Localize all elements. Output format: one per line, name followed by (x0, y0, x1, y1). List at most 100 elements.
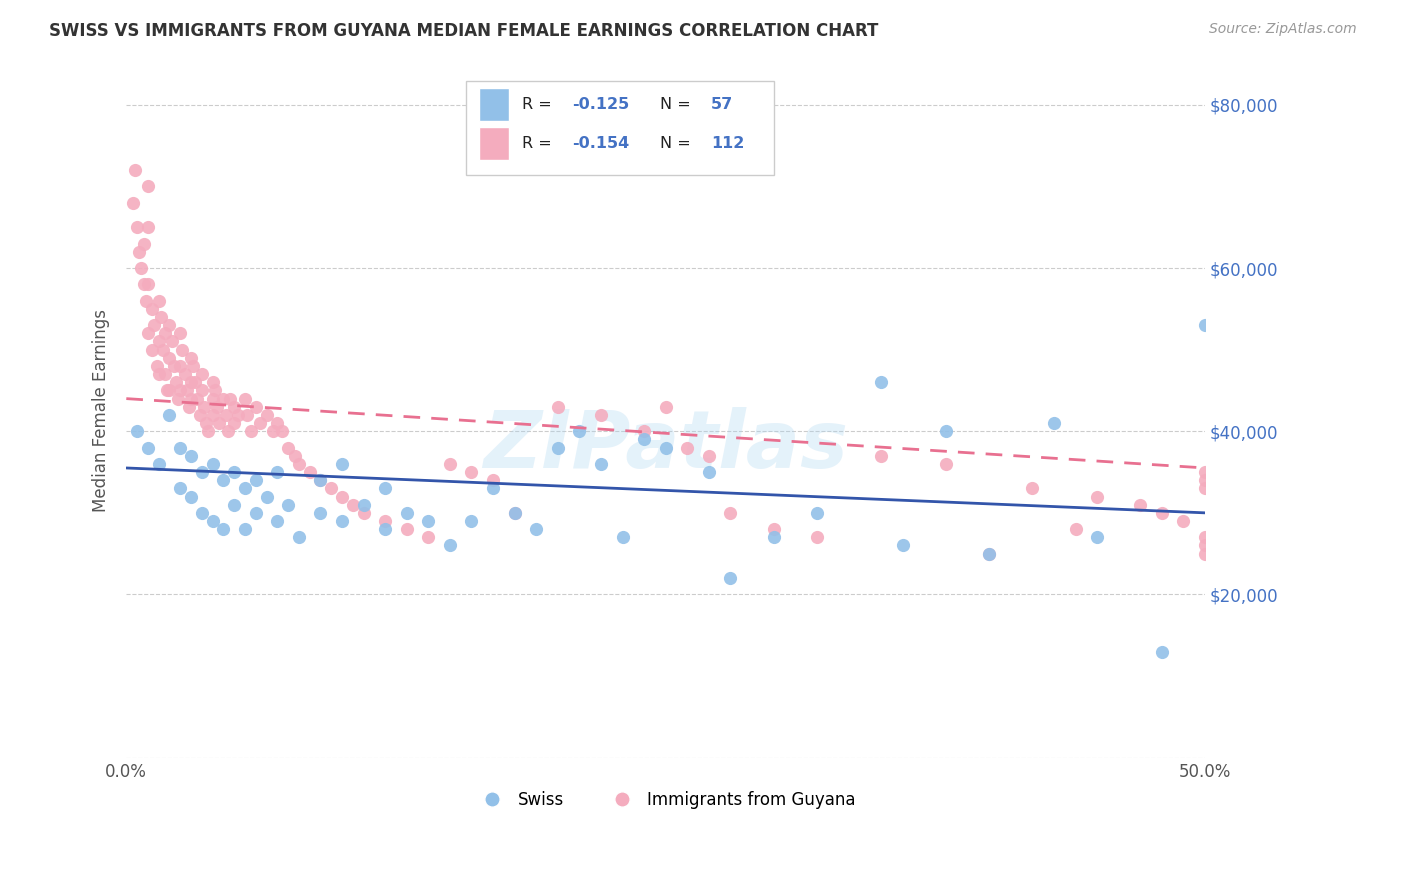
Text: -0.125: -0.125 (572, 97, 628, 112)
Point (188, 408, 211, 422)
Point (1194, 318, 1216, 333)
Text: ZIPatlas: ZIPatlas (484, 407, 848, 484)
Point (503, 506, 526, 520)
Point (1194, 539, 1216, 553)
Point (191, 367, 214, 381)
Point (589, 457, 612, 471)
Point (266, 514, 288, 528)
Point (547, 441, 569, 455)
Point (935, 424, 957, 438)
Point (870, 449, 893, 463)
Point (654, 441, 676, 455)
Point (233, 522, 256, 536)
Point (159, 384, 181, 398)
Point (1194, 465, 1216, 479)
Point (173, 367, 195, 381)
Point (217, 424, 239, 438)
Point (330, 514, 353, 528)
Legend: Swiss, Immigrants from Guyana: Swiss, Immigrants from Guyana (470, 784, 862, 815)
Point (159, 318, 181, 333)
Point (128, 244, 150, 259)
Point (136, 326, 159, 341)
Point (148, 334, 170, 349)
Point (245, 506, 267, 520)
Point (201, 392, 224, 406)
Point (224, 498, 246, 512)
Point (201, 376, 224, 390)
Point (762, 522, 785, 536)
Point (172, 343, 194, 357)
Point (460, 465, 482, 479)
Point (262, 424, 284, 438)
Point (439, 457, 461, 471)
Point (132, 236, 155, 251)
Point (145, 359, 167, 373)
Point (169, 481, 191, 495)
Point (1021, 481, 1043, 495)
Point (806, 506, 828, 520)
Point (169, 359, 191, 373)
Point (228, 408, 250, 422)
Point (288, 530, 311, 544)
Point (236, 408, 259, 422)
Point (762, 530, 785, 544)
Text: R =: R = (522, 97, 557, 112)
Point (167, 392, 190, 406)
Point (418, 514, 440, 528)
Point (270, 424, 292, 438)
Point (718, 506, 741, 520)
Point (136, 220, 159, 235)
Point (191, 506, 214, 520)
Point (148, 457, 170, 471)
Point (121, 195, 143, 210)
Point (245, 400, 267, 414)
Point (277, 498, 299, 512)
Point (1194, 481, 1216, 495)
Point (374, 514, 396, 528)
Point (153, 367, 176, 381)
Point (1064, 522, 1087, 536)
Point (256, 408, 278, 422)
Point (309, 473, 332, 487)
Point (141, 301, 163, 316)
Text: N =: N = (661, 136, 696, 152)
Point (136, 179, 159, 194)
Point (568, 424, 591, 438)
Point (212, 473, 235, 487)
Point (149, 310, 172, 324)
Bar (479, 128, 509, 161)
Point (212, 392, 235, 406)
Point (266, 416, 288, 430)
Point (1085, 530, 1108, 544)
Point (503, 506, 526, 520)
Bar (479, 87, 509, 121)
Point (208, 416, 231, 430)
Point (153, 326, 176, 341)
Text: 112: 112 (711, 136, 744, 152)
Point (353, 506, 375, 520)
Point (277, 441, 299, 455)
Point (330, 457, 353, 471)
Point (136, 441, 159, 455)
Point (201, 408, 224, 422)
Point (224, 400, 246, 414)
Point (181, 359, 204, 373)
Point (177, 400, 200, 414)
Point (374, 481, 396, 495)
FancyBboxPatch shape (467, 81, 773, 175)
Point (141, 343, 163, 357)
Point (127, 220, 149, 235)
Point (180, 351, 202, 365)
Point (132, 277, 155, 292)
Point (191, 465, 214, 479)
Point (180, 490, 202, 504)
Point (180, 376, 202, 390)
Point (127, 424, 149, 438)
Point (418, 530, 440, 544)
Point (342, 498, 364, 512)
Point (654, 400, 676, 414)
Point (1129, 498, 1152, 512)
Point (482, 481, 505, 495)
Point (612, 530, 634, 544)
Point (169, 384, 191, 398)
